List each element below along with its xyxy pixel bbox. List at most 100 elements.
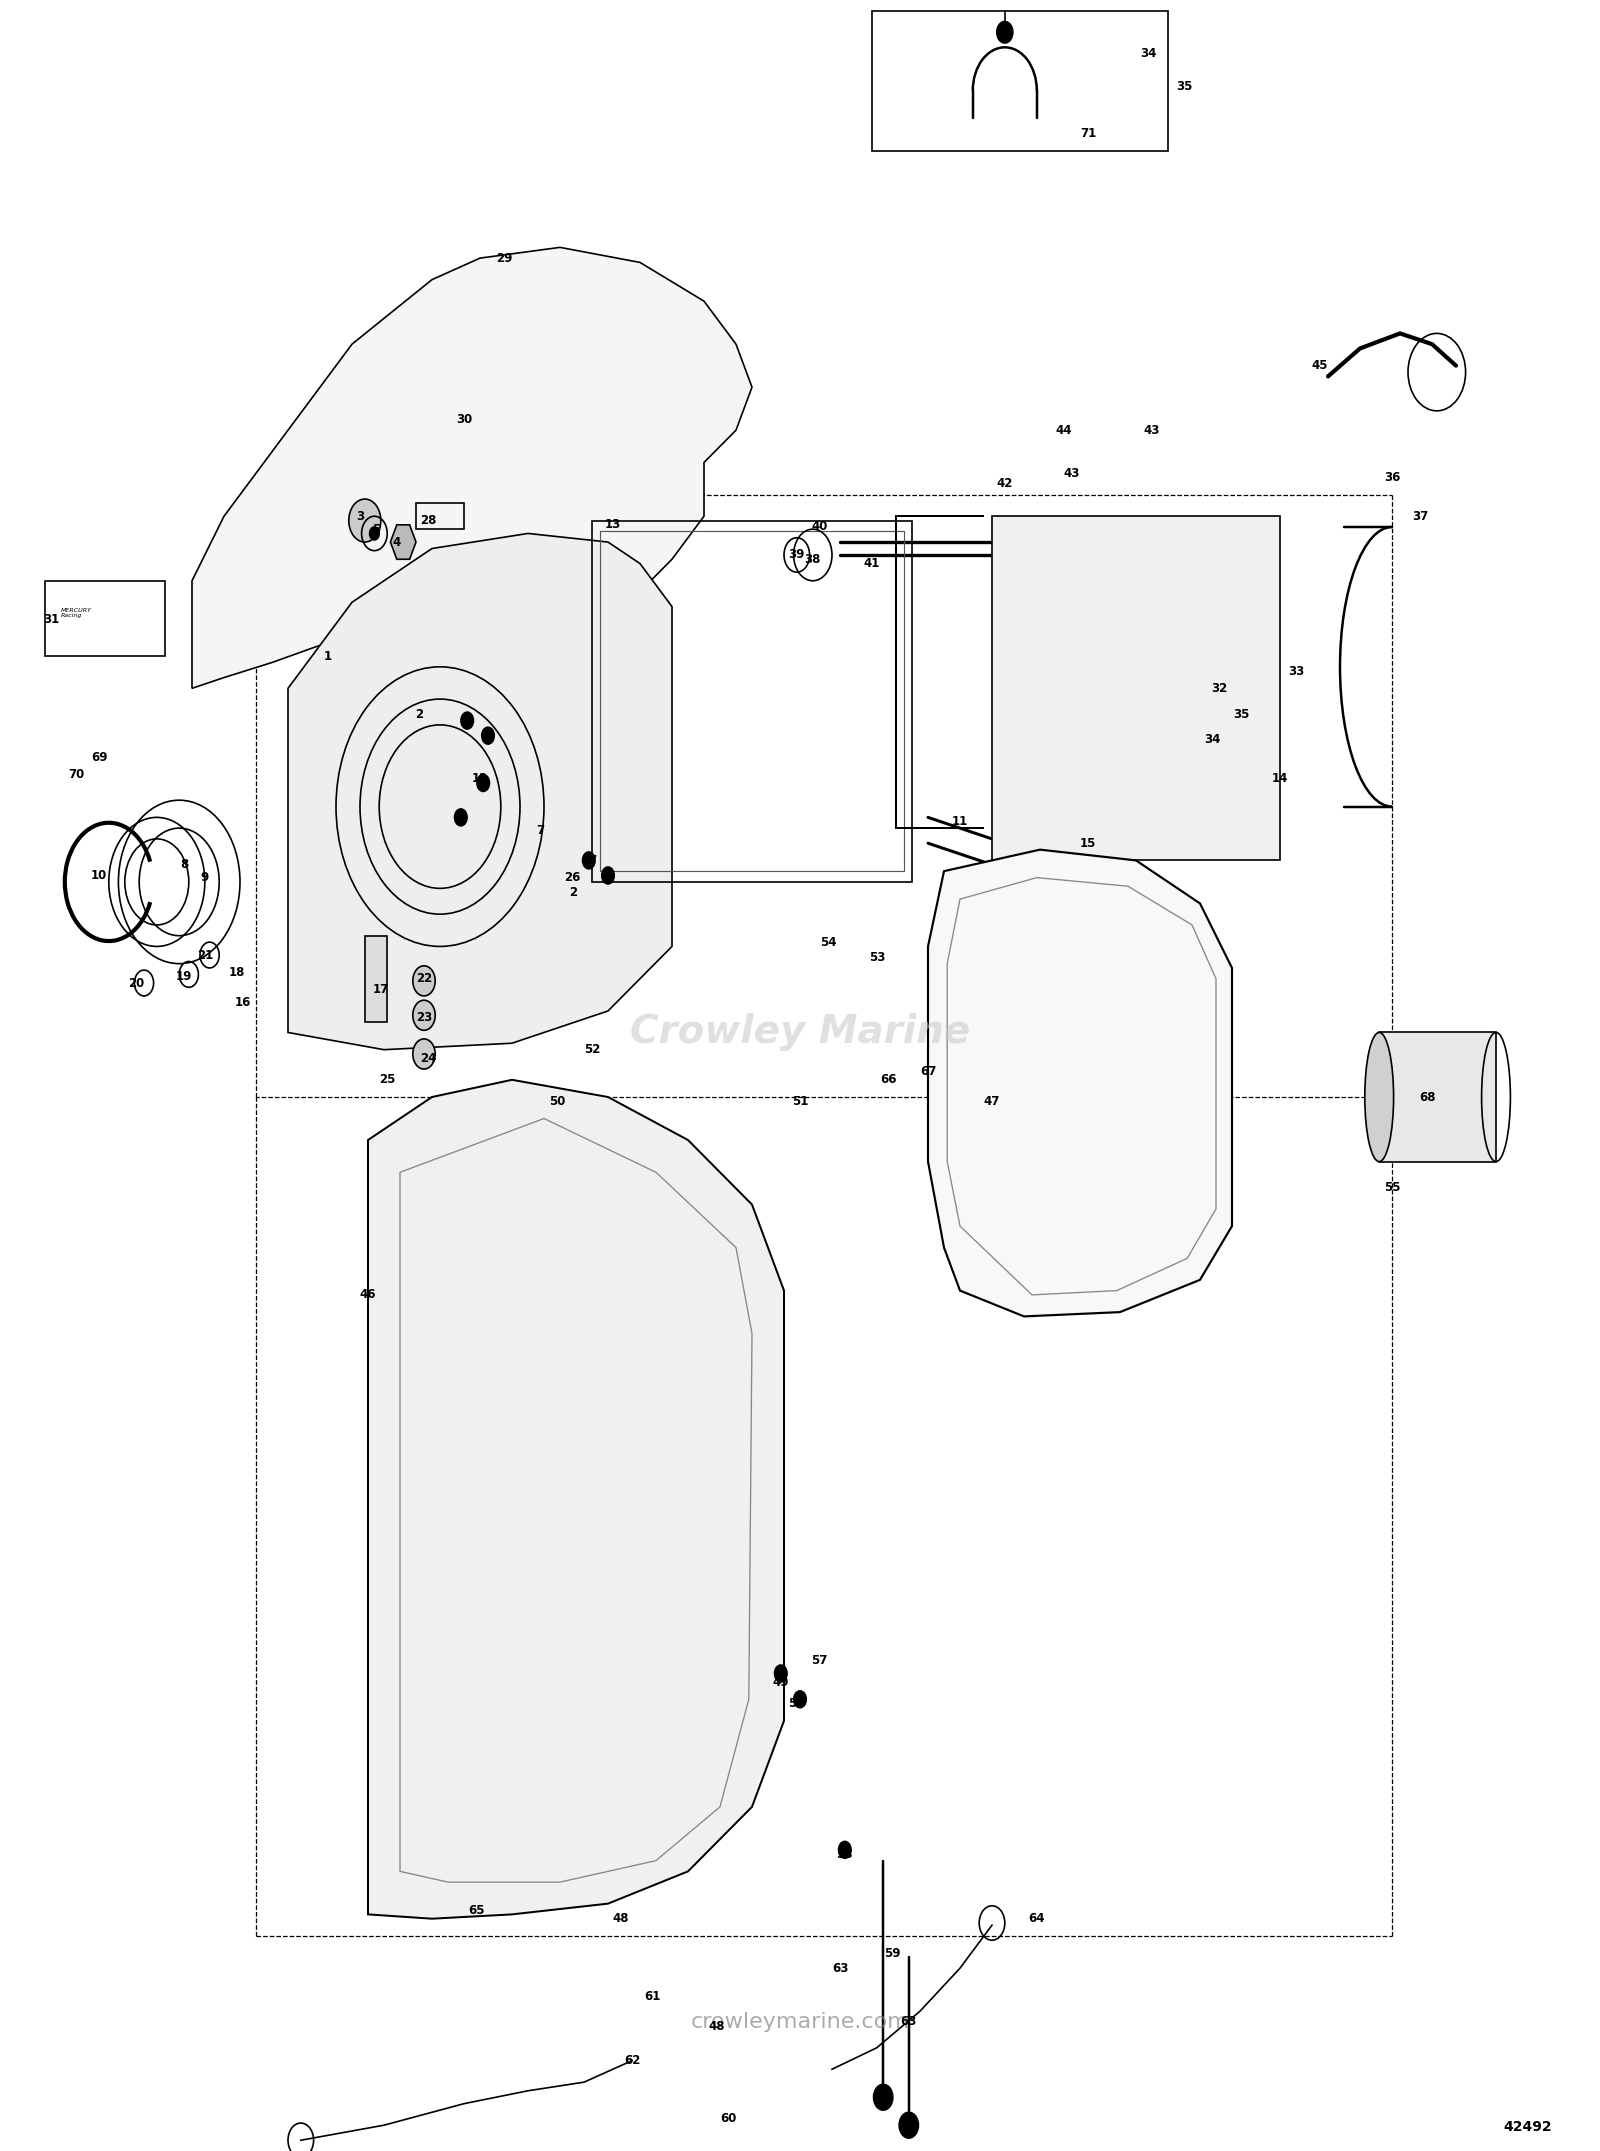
Ellipse shape [1365,1032,1394,1162]
Circle shape [349,499,381,542]
Polygon shape [992,516,1280,860]
Text: 7: 7 [536,824,546,837]
Text: 13: 13 [605,518,621,531]
Polygon shape [288,533,672,1050]
Text: 34: 34 [1205,733,1221,746]
Text: 37: 37 [1413,510,1429,523]
Text: 69: 69 [91,751,107,764]
Text: 40: 40 [811,521,827,533]
Text: 30: 30 [456,413,472,426]
Polygon shape [390,525,416,559]
Text: 71: 71 [1080,127,1096,140]
Text: 48: 48 [613,1912,629,1925]
Text: 19: 19 [176,970,192,983]
Circle shape [899,2112,918,2138]
Text: 62: 62 [624,2054,640,2067]
Polygon shape [1379,1032,1496,1162]
Text: 23: 23 [416,1011,432,1024]
Text: 15: 15 [1080,837,1096,850]
Text: 5: 5 [371,523,381,536]
Text: 32: 32 [1211,682,1227,695]
Circle shape [794,1691,806,1708]
Text: Crowley Marine: Crowley Marine [630,1013,970,1052]
Text: 61: 61 [645,1990,661,2003]
Text: 1: 1 [323,650,333,663]
Text: 43: 43 [1144,424,1160,437]
Bar [45,581,165,656]
Circle shape [454,809,467,826]
Text: 44: 44 [1056,424,1072,437]
Text: 59: 59 [885,1947,901,1960]
Text: 68: 68 [1419,1091,1435,1103]
Text: 57: 57 [811,1654,827,1667]
Text: 47: 47 [984,1095,1000,1108]
Circle shape [413,966,435,996]
Text: 49: 49 [773,1676,789,1689]
Circle shape [997,22,1013,43]
Circle shape [602,867,614,884]
Circle shape [413,1000,435,1030]
Text: 31: 31 [43,613,59,626]
Circle shape [461,712,474,729]
Text: 48: 48 [709,2020,725,2033]
Text: 65: 65 [469,1904,485,1917]
Text: 42492: 42492 [1504,2119,1552,2134]
Text: 67: 67 [920,1065,936,1078]
Text: 63: 63 [832,1962,848,1975]
Text: 10: 10 [91,869,107,882]
Text: 54: 54 [821,936,837,949]
Text: 36: 36 [1384,471,1400,484]
Text: 58: 58 [837,1848,853,1861]
Text: 4: 4 [392,536,402,549]
Text: 63: 63 [901,2015,917,2028]
Text: 3: 3 [355,510,365,523]
Text: 35: 35 [1234,708,1250,721]
Circle shape [482,727,494,744]
Text: 18: 18 [229,966,245,979]
Circle shape [477,774,490,792]
Circle shape [774,1665,787,1682]
Text: 41: 41 [864,557,880,570]
Text: 56: 56 [789,1697,805,1710]
Text: 12: 12 [472,772,488,785]
Text: 22: 22 [416,972,432,985]
Text: 33: 33 [1288,665,1304,678]
Text: 26: 26 [565,871,581,884]
Bar [365,936,387,1022]
Polygon shape [928,850,1232,1316]
Text: 42: 42 [997,478,1013,490]
Text: 14: 14 [1272,772,1288,785]
Circle shape [413,1039,435,1069]
Text: 43: 43 [1064,467,1080,480]
Text: 20: 20 [128,977,144,989]
Text: 17: 17 [373,983,389,996]
Text: 51: 51 [792,1095,808,1108]
Text: 2: 2 [414,708,424,721]
Text: 70: 70 [69,768,85,781]
Text: 46: 46 [360,1288,376,1301]
Text: 55: 55 [1384,1181,1400,1194]
Circle shape [370,527,379,540]
Polygon shape [368,1080,784,1919]
Text: 64: 64 [1029,1912,1045,1925]
Text: 35: 35 [1176,80,1192,92]
Text: 39: 39 [789,549,805,561]
Text: 9: 9 [200,871,210,884]
Text: 45: 45 [1312,359,1328,372]
Text: 38: 38 [805,553,821,566]
Text: 29: 29 [496,252,512,265]
Text: 28: 28 [421,514,437,527]
Text: 27: 27 [581,854,597,867]
Text: 50: 50 [549,1095,565,1108]
Text: crowleymarine.com: crowleymarine.com [691,2011,909,2033]
Text: 52: 52 [584,1043,600,1056]
Text: 8: 8 [179,858,189,871]
Text: 21: 21 [197,949,213,961]
Text: 34: 34 [1141,47,1157,60]
Polygon shape [192,247,752,688]
Text: 16: 16 [235,996,251,1009]
Text: 11: 11 [952,815,968,828]
Circle shape [582,852,595,869]
Text: 24: 24 [421,1052,437,1065]
Text: 6: 6 [456,809,466,822]
